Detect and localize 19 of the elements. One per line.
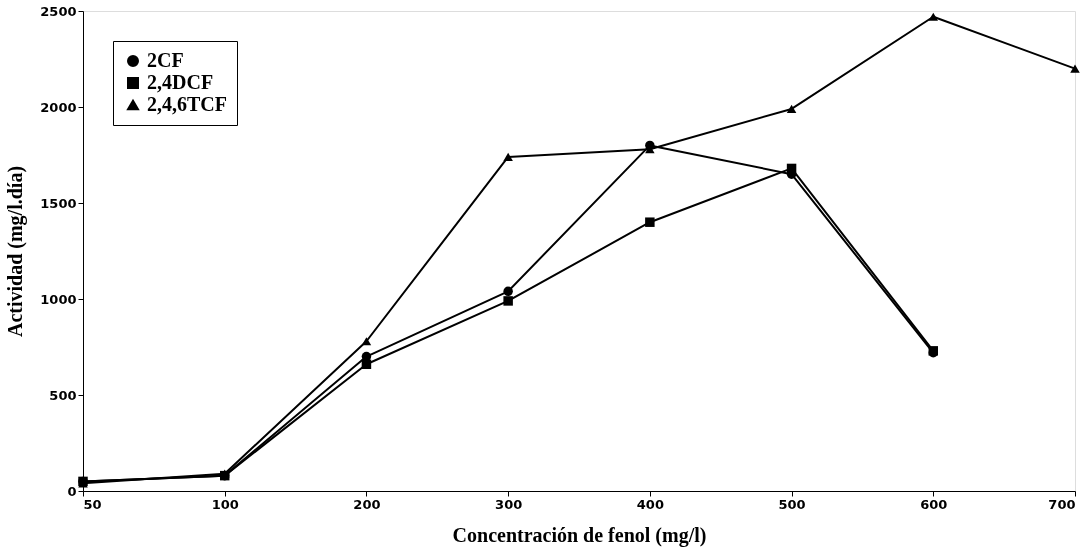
legend-label: 2CF	[147, 49, 184, 71]
x-tick-label: 700	[1048, 496, 1076, 512]
y-tick-label: 2000	[40, 99, 77, 115]
x-tick-label: 500	[778, 496, 806, 512]
x-tick-label: 50	[83, 496, 102, 512]
x-tick-label: 200	[353, 496, 381, 512]
y-tick-label: 1000	[40, 291, 77, 307]
y-tick-label: 2500	[40, 3, 77, 19]
x-axis-title: Concentración de fenol (mg/l)	[452, 523, 707, 547]
y-tick-label: 500	[49, 387, 77, 403]
x-tick-label: 300	[495, 496, 523, 512]
legend-label: 2,4,6TCF	[147, 93, 227, 115]
x-tick-label: 400	[636, 496, 664, 512]
x-tick-label: 100	[211, 496, 239, 512]
y-tick-label: 0	[67, 483, 77, 499]
legend-label: 2,4DCF	[147, 71, 214, 93]
y-tick-label: 1500	[40, 195, 77, 211]
y-axis-title: Actividad (mg/l.día)	[4, 165, 28, 338]
x-tick-label: 600	[920, 496, 948, 512]
